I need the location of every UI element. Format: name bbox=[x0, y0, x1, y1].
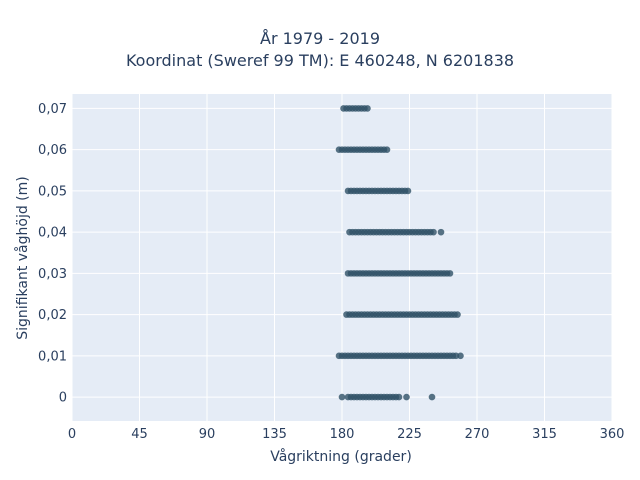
data-point bbox=[364, 105, 371, 112]
data-point bbox=[383, 146, 391, 153]
data-point bbox=[395, 393, 403, 401]
x-axis-ticks: 0 45 90 135 180 225 270 315 360 bbox=[68, 427, 625, 442]
data-points bbox=[335, 105, 464, 401]
chart-subtitle: Koordinat (Sweref 99 TM): E 460248, N 62… bbox=[125, 51, 515, 70]
x-axis-title: Vågriktning (grader) bbox=[270, 448, 412, 465]
chart-title: År 1979 - 2019 bbox=[260, 29, 380, 48]
y-axis-title: Signifikant våghöjd (m) bbox=[14, 176, 31, 339]
y-tick-label: 0,05 bbox=[38, 184, 67, 199]
x-tick-label: 45 bbox=[131, 427, 148, 442]
x-tick-label: 225 bbox=[397, 427, 422, 442]
x-tick-label: 180 bbox=[330, 427, 355, 442]
data-point bbox=[403, 393, 410, 401]
x-tick-label: 90 bbox=[199, 427, 216, 442]
data-point bbox=[437, 228, 445, 236]
data-point bbox=[404, 187, 412, 195]
x-tick-label: 0 bbox=[68, 427, 76, 442]
data-point bbox=[338, 393, 346, 401]
data-point bbox=[454, 311, 461, 318]
x-tick-label: 315 bbox=[532, 427, 557, 442]
y-axis-ticks: 0 0,01 0,02 0,03 0,04 0,05 0,06 0,07 bbox=[38, 102, 67, 406]
x-tick-label: 135 bbox=[262, 427, 287, 442]
x-tick-label: 360 bbox=[600, 427, 625, 442]
y-tick-label: 0,03 bbox=[38, 267, 67, 282]
data-point bbox=[457, 352, 464, 360]
y-tick-label: 0 bbox=[59, 391, 67, 406]
y-tick-label: 0,07 bbox=[38, 102, 67, 117]
data-point bbox=[446, 270, 454, 277]
x-tick-label: 270 bbox=[465, 427, 490, 442]
y-tick-label: 0,01 bbox=[38, 349, 67, 364]
data-point bbox=[428, 393, 436, 401]
y-tick-label: 0,04 bbox=[38, 226, 67, 241]
data-point bbox=[430, 228, 437, 236]
y-tick-label: 0,02 bbox=[38, 308, 67, 323]
y-tick-label: 0,06 bbox=[38, 143, 67, 158]
